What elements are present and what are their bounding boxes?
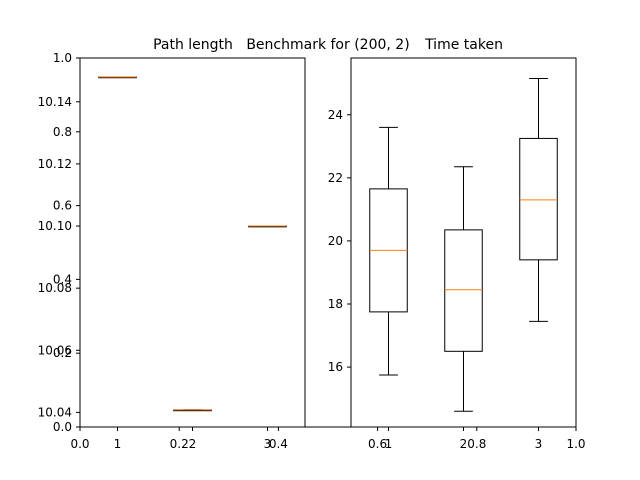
y-tick-label: 22 [328,171,343,185]
x-tick-label: 1 [114,437,122,451]
box-body [519,137,558,261]
time-taken-title: Time taken [424,37,503,53]
y-tick-label: 10.10 [38,219,72,233]
y-tick-label: 10.08 [38,281,72,295]
y-tick-label: 10.12 [38,157,72,171]
overlay-x-tick-label: 0.8 [467,437,486,451]
x-tick-label: 1 [385,437,393,451]
overlay-x-tick-label: 0.0 [70,437,89,451]
y-tick-label: 10.04 [38,405,72,419]
overlay-y-tick-label: 0.0 [53,420,72,434]
y-tick-label: 18 [328,297,343,311]
y-tick-label: 10.06 [38,343,72,357]
benchmark-title: Benchmark for (200, 2) [246,37,409,53]
overlay-y-tick-label: 0.8 [53,125,72,139]
box-body [444,229,483,352]
overlay-y-tick-label: 0.4 [53,272,72,286]
overlay-x-tick-label: 1.0 [566,437,585,451]
path-length-frame [79,57,306,428]
path-length-title: Path length [153,37,233,53]
x-tick-label: 2 [189,437,197,451]
overlay-axes: 0.0 0.2 0.4 0.6 0.8 1.0 0.0 0.2 0.4 0.6 0.8 1.0 [53,51,586,451]
path-length-plot: 10.04 10.06 10.08 10.10 10.12 10.14 1 2 3 [38,76,287,451]
time-taken-plot: 16 18 20 22 24 1 2 3 [328,78,558,451]
y-tick-label: 20 [328,234,343,248]
x-tick-label: 3 [264,437,272,451]
x-tick-label: 3 [535,437,543,451]
x-tick-label: 2 [460,437,468,451]
y-tick-label: 16 [328,360,343,374]
y-tick-label: 24 [328,108,343,122]
overlay-x-tick-label: 0.6 [368,437,387,451]
overlay-x-tick-label: 0.4 [269,437,288,451]
overlay-x-tick-label: 0.2 [170,437,189,451]
overlay-y-tick-label: 0.2 [53,346,72,360]
overlay-y-tick-label: 1.0 [53,51,72,65]
y-tick-label: 10.14 [38,95,72,109]
overlay-y-tick-label: 0.6 [53,199,72,213]
